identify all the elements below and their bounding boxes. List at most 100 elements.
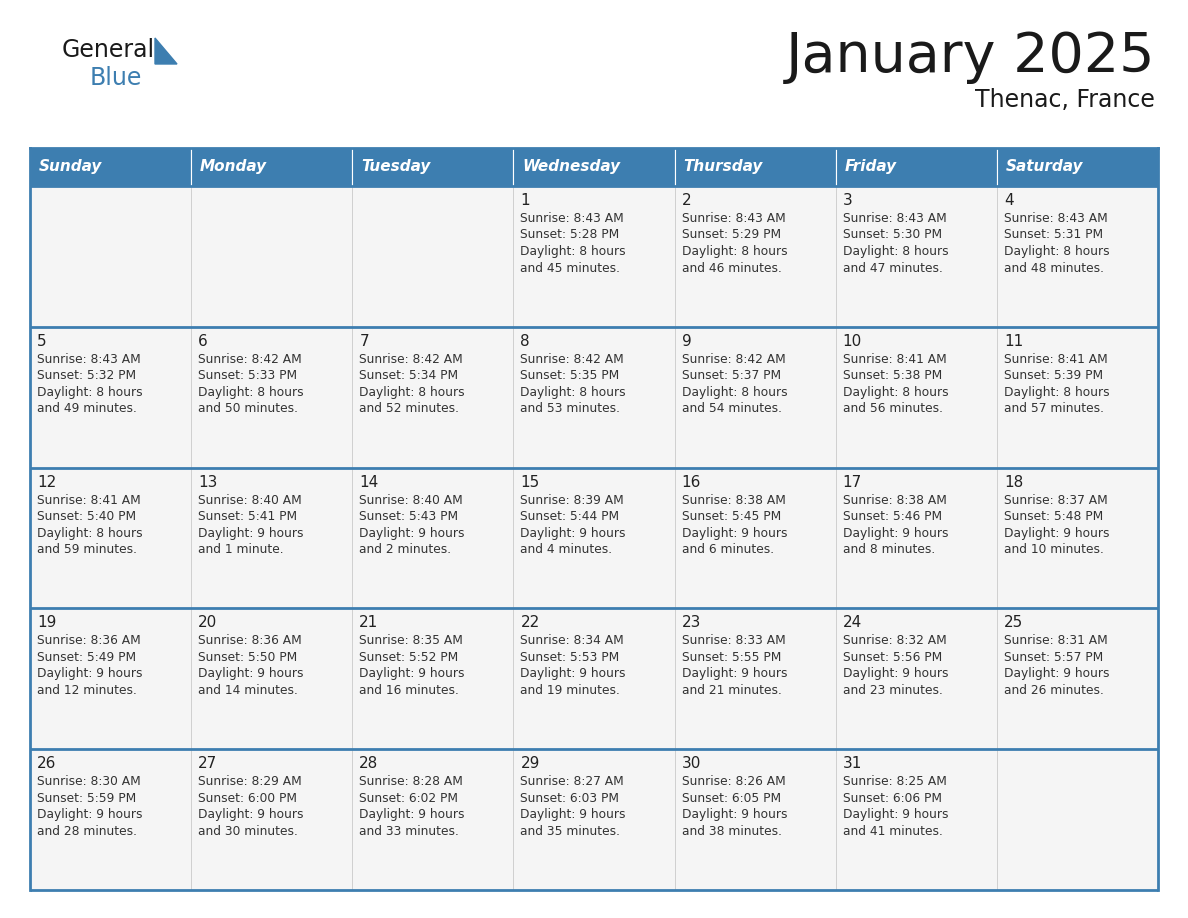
- Text: 1: 1: [520, 193, 530, 208]
- Text: 2: 2: [682, 193, 691, 208]
- Text: Saturday: Saturday: [1006, 160, 1083, 174]
- Text: Sunset: 5:43 PM: Sunset: 5:43 PM: [359, 510, 459, 523]
- Text: 24: 24: [842, 615, 862, 631]
- Text: Tuesday: Tuesday: [361, 160, 431, 174]
- Bar: [997, 609, 1158, 749]
- Text: Daylight: 8 hours: Daylight: 8 hours: [1004, 386, 1110, 398]
- Text: Daylight: 8 hours: Daylight: 8 hours: [198, 386, 304, 398]
- Text: and 12 minutes.: and 12 minutes.: [37, 684, 137, 697]
- Text: Sunset: 5:29 PM: Sunset: 5:29 PM: [682, 229, 781, 241]
- Bar: [353, 327, 513, 467]
- Text: Sunday: Sunday: [39, 160, 102, 174]
- Text: and 28 minutes.: and 28 minutes.: [37, 824, 137, 838]
- Text: 5: 5: [37, 334, 46, 349]
- Polygon shape: [154, 38, 177, 64]
- Text: and 30 minutes.: and 30 minutes.: [198, 824, 298, 838]
- Bar: [835, 327, 997, 467]
- Text: Daylight: 9 hours: Daylight: 9 hours: [1004, 527, 1110, 540]
- Bar: [675, 749, 835, 890]
- Text: and 26 minutes.: and 26 minutes.: [1004, 684, 1104, 697]
- Text: Daylight: 9 hours: Daylight: 9 hours: [520, 667, 626, 680]
- Text: and 4 minutes.: and 4 minutes.: [520, 543, 613, 556]
- Text: Sunset: 5:35 PM: Sunset: 5:35 PM: [520, 369, 620, 382]
- Text: Sunrise: 8:40 AM: Sunrise: 8:40 AM: [198, 494, 302, 507]
- Text: Sunset: 6:02 PM: Sunset: 6:02 PM: [359, 791, 459, 805]
- Bar: [835, 749, 997, 890]
- Text: Sunset: 6:05 PM: Sunset: 6:05 PM: [682, 791, 781, 805]
- Bar: [513, 186, 675, 327]
- Text: 17: 17: [842, 475, 862, 489]
- Text: Friday: Friday: [845, 160, 897, 174]
- Text: Sunset: 5:48 PM: Sunset: 5:48 PM: [1004, 510, 1104, 523]
- Text: Sunrise: 8:26 AM: Sunrise: 8:26 AM: [682, 775, 785, 789]
- Text: Sunrise: 8:29 AM: Sunrise: 8:29 AM: [198, 775, 302, 789]
- Text: Sunset: 5:52 PM: Sunset: 5:52 PM: [359, 651, 459, 664]
- Bar: [675, 148, 835, 186]
- Text: Daylight: 8 hours: Daylight: 8 hours: [520, 386, 626, 398]
- Text: Sunset: 5:59 PM: Sunset: 5:59 PM: [37, 791, 137, 805]
- Bar: [30, 186, 191, 327]
- Text: 25: 25: [1004, 615, 1023, 631]
- Text: Sunrise: 8:38 AM: Sunrise: 8:38 AM: [842, 494, 947, 507]
- Text: Sunrise: 8:43 AM: Sunrise: 8:43 AM: [682, 212, 785, 225]
- Text: Sunrise: 8:34 AM: Sunrise: 8:34 AM: [520, 634, 624, 647]
- Text: Wednesday: Wednesday: [523, 160, 620, 174]
- Bar: [997, 186, 1158, 327]
- Text: and 46 minutes.: and 46 minutes.: [682, 262, 782, 274]
- Text: Sunset: 5:41 PM: Sunset: 5:41 PM: [198, 510, 297, 523]
- Text: Daylight: 9 hours: Daylight: 9 hours: [682, 527, 788, 540]
- Text: Sunrise: 8:36 AM: Sunrise: 8:36 AM: [198, 634, 302, 647]
- Text: and 35 minutes.: and 35 minutes.: [520, 824, 620, 838]
- Text: Daylight: 8 hours: Daylight: 8 hours: [842, 245, 948, 258]
- Text: January 2025: January 2025: [785, 30, 1155, 84]
- Text: Daylight: 9 hours: Daylight: 9 hours: [520, 808, 626, 822]
- Bar: [353, 609, 513, 749]
- Bar: [353, 148, 513, 186]
- Text: 8: 8: [520, 334, 530, 349]
- Text: Daylight: 9 hours: Daylight: 9 hours: [842, 808, 948, 822]
- Bar: [675, 467, 835, 609]
- Bar: [191, 148, 353, 186]
- Text: Daylight: 8 hours: Daylight: 8 hours: [520, 245, 626, 258]
- Text: 28: 28: [359, 756, 379, 771]
- Text: 4: 4: [1004, 193, 1013, 208]
- Text: 31: 31: [842, 756, 862, 771]
- Text: Sunrise: 8:27 AM: Sunrise: 8:27 AM: [520, 775, 624, 789]
- Bar: [191, 186, 353, 327]
- Text: Thursday: Thursday: [683, 160, 763, 174]
- Text: Sunset: 5:49 PM: Sunset: 5:49 PM: [37, 651, 137, 664]
- Bar: [835, 609, 997, 749]
- Text: 10: 10: [842, 334, 862, 349]
- Text: Sunrise: 8:40 AM: Sunrise: 8:40 AM: [359, 494, 463, 507]
- Bar: [191, 327, 353, 467]
- Text: Sunset: 5:40 PM: Sunset: 5:40 PM: [37, 510, 137, 523]
- Text: 29: 29: [520, 756, 539, 771]
- Text: Daylight: 9 hours: Daylight: 9 hours: [359, 808, 465, 822]
- Text: Sunrise: 8:41 AM: Sunrise: 8:41 AM: [842, 353, 947, 365]
- Text: and 41 minutes.: and 41 minutes.: [842, 824, 942, 838]
- Text: 21: 21: [359, 615, 379, 631]
- Bar: [513, 327, 675, 467]
- Text: Sunset: 5:34 PM: Sunset: 5:34 PM: [359, 369, 459, 382]
- Text: Sunrise: 8:43 AM: Sunrise: 8:43 AM: [1004, 212, 1107, 225]
- Bar: [30, 609, 191, 749]
- Text: Sunrise: 8:42 AM: Sunrise: 8:42 AM: [520, 353, 624, 365]
- Bar: [191, 609, 353, 749]
- Text: and 48 minutes.: and 48 minutes.: [1004, 262, 1104, 274]
- Text: and 10 minutes.: and 10 minutes.: [1004, 543, 1104, 556]
- Bar: [997, 467, 1158, 609]
- Text: 12: 12: [37, 475, 56, 489]
- Text: Daylight: 9 hours: Daylight: 9 hours: [198, 808, 304, 822]
- Bar: [513, 749, 675, 890]
- Text: Daylight: 9 hours: Daylight: 9 hours: [37, 808, 143, 822]
- Text: 7: 7: [359, 334, 369, 349]
- Text: 26: 26: [37, 756, 56, 771]
- Bar: [513, 467, 675, 609]
- Text: and 38 minutes.: and 38 minutes.: [682, 824, 782, 838]
- Bar: [997, 749, 1158, 890]
- Bar: [191, 467, 353, 609]
- Bar: [191, 749, 353, 890]
- Text: Daylight: 8 hours: Daylight: 8 hours: [682, 386, 788, 398]
- Bar: [353, 749, 513, 890]
- Bar: [835, 148, 997, 186]
